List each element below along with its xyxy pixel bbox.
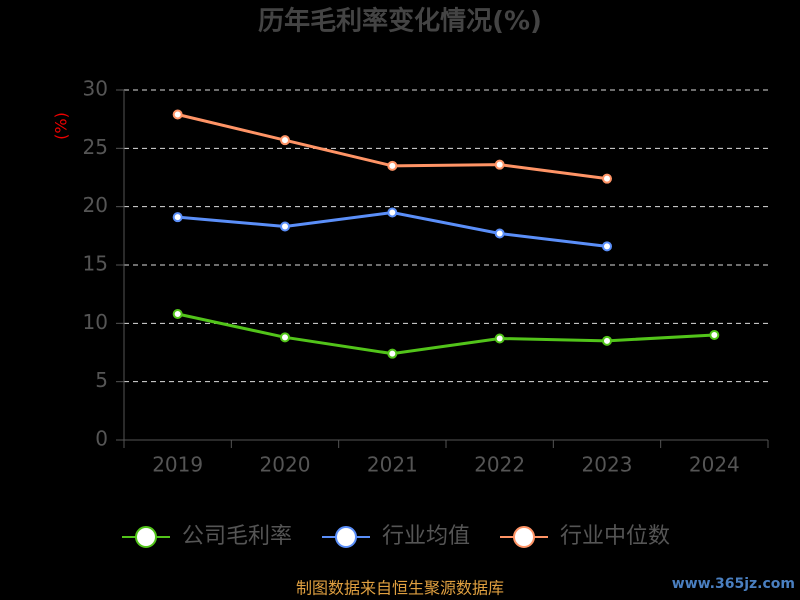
- y-tick-label: 15: [83, 252, 108, 276]
- data-point: [387, 207, 398, 218]
- y-tick-label: 30: [83, 77, 108, 101]
- data-point: [280, 221, 290, 232]
- data-point: [494, 333, 505, 344]
- x-tick-label: 2019: [152, 453, 203, 477]
- data-point: [494, 159, 505, 170]
- x-tick-label: 2023: [582, 453, 633, 477]
- legend-label: 公司毛利率: [182, 524, 292, 549]
- x-tick-label: 2020: [260, 453, 311, 477]
- x-tick-label: 2022: [474, 453, 525, 477]
- data-point: [387, 160, 398, 171]
- data-point: [602, 241, 612, 252]
- y-tick-label: 25: [83, 135, 108, 159]
- legend-label: 行业均值: [382, 524, 470, 549]
- data-point: [602, 173, 612, 184]
- x-tick-label: 2024: [689, 453, 740, 477]
- series-line: [177, 312, 715, 356]
- data-point: [280, 135, 290, 146]
- legend-label: 行业中位数: [560, 524, 670, 549]
- source-note: 制图数据来自恒生聚源数据库: [296, 579, 504, 598]
- data-point: [172, 309, 183, 319]
- legend-marker: [335, 526, 357, 548]
- y-tick-label: 5: [95, 368, 108, 392]
- y-axis-label: (%): [52, 112, 71, 140]
- y-tick-label: 10: [83, 310, 108, 334]
- data-point: [172, 109, 183, 120]
- legend-marker: [135, 526, 157, 548]
- data-point: [709, 330, 720, 340]
- watermark: www.365jz.com: [672, 576, 795, 592]
- data-point: [280, 332, 290, 343]
- data-point: [494, 228, 505, 239]
- data-point: [602, 335, 612, 346]
- series-line: [177, 210, 608, 248]
- data-point: [172, 212, 183, 223]
- chart-title: 历年毛利率变化情况(%): [258, 6, 542, 37]
- data-point: [387, 348, 398, 359]
- legend-marker: [513, 526, 535, 548]
- y-tick-label: 0: [95, 427, 108, 451]
- x-tick-label: 2021: [367, 453, 418, 477]
- y-tick-label: 20: [83, 193, 108, 217]
